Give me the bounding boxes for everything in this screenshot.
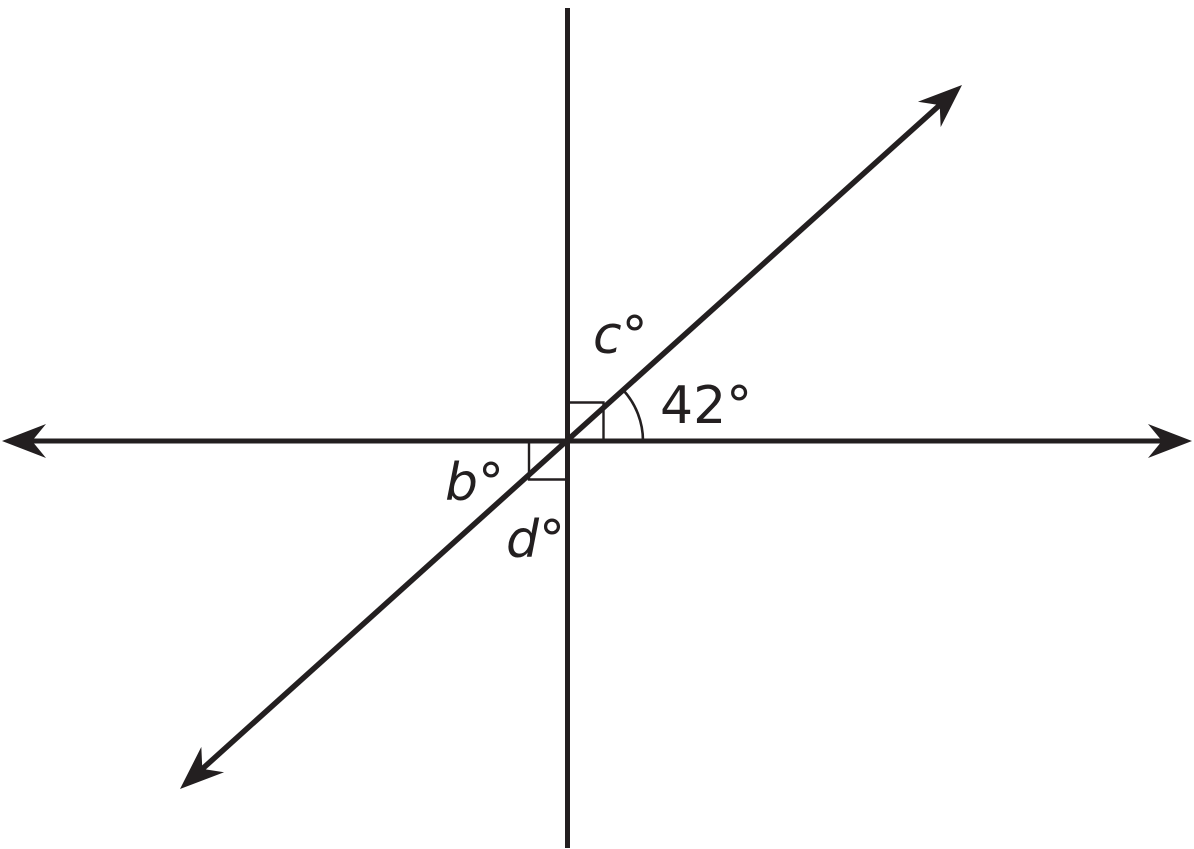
angle-label-c: c° (593, 306, 648, 366)
angle-labels: c° 42° b° d° (445, 306, 752, 570)
angle-label-42: 42° (660, 376, 752, 436)
angle-label-b: b° (445, 453, 504, 513)
arrowhead-lower-left-icon (180, 746, 225, 789)
angle-arc-42 (622, 389, 645, 442)
thin-line-work (527, 389, 645, 481)
angle-label-d: d° (506, 510, 565, 570)
diagonal-line (193, 96, 949, 778)
right-angle-mark-upper (567, 401, 605, 441)
arrowheads (2, 85, 1192, 789)
main-lines (25, 8, 1169, 848)
right-angle-mark-lower (527, 441, 568, 481)
arrowhead-upper-right-icon (917, 85, 962, 128)
arrowhead-left-icon (2, 424, 46, 458)
arrowhead-right-icon (1148, 424, 1192, 458)
